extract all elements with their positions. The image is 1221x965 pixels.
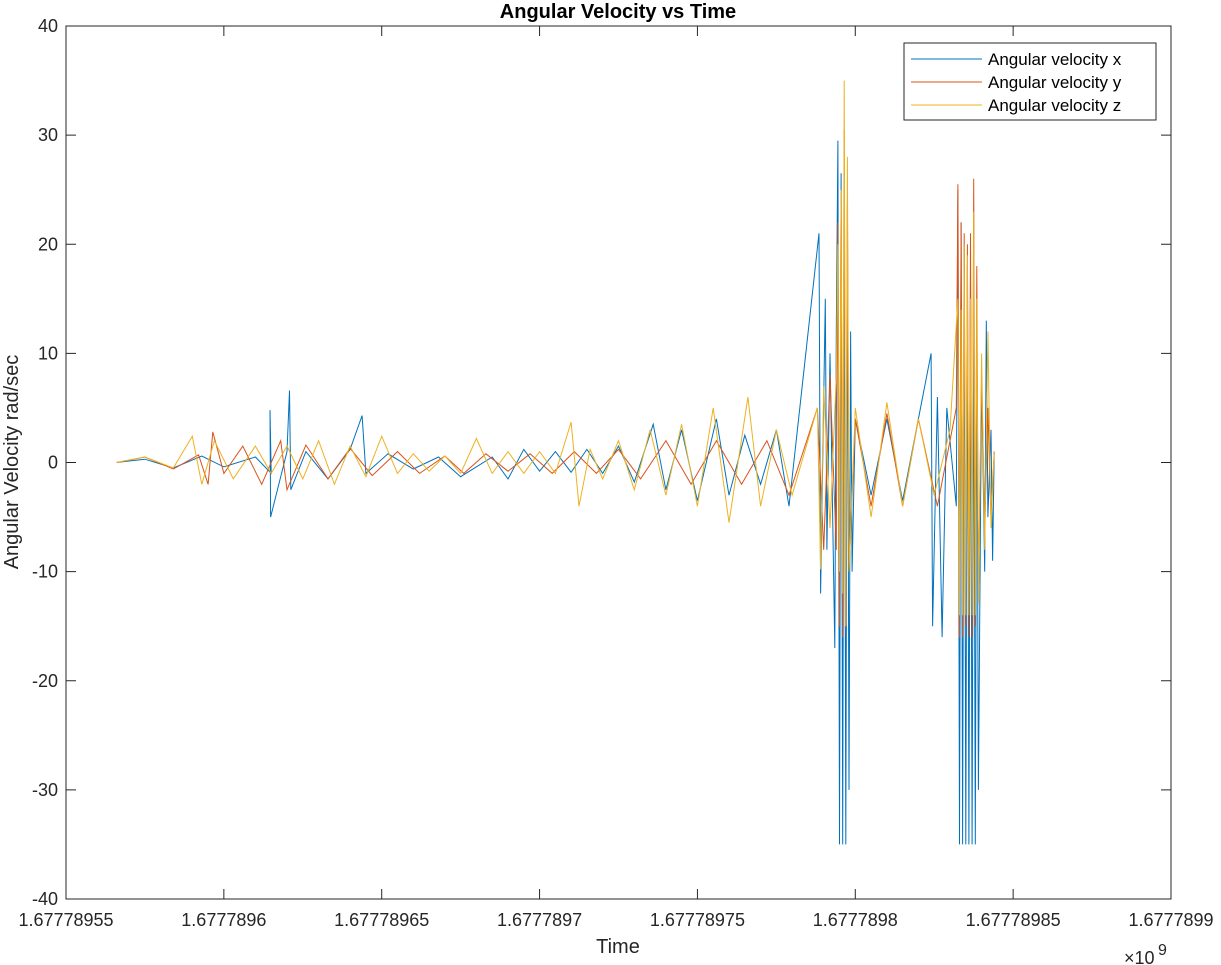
y-axis-ticks: 40 30 20 10 0 -10 -20 -30 -40 [32,16,1171,909]
x-exponent-power: 9 [1158,942,1167,959]
y-tick-label: -10 [32,562,58,582]
y-tick-label: 0 [48,453,58,473]
legend-label-2: Angular velocity y [988,73,1122,92]
legend-label-3: Angular velocity z [988,96,1121,115]
legend-label-1: Angular velocity x [988,50,1122,69]
chart-title: Angular Velocity vs Time [500,1,736,23]
series-line-1 [116,140,995,845]
y-tick-label: 10 [38,343,58,363]
x-tick-label: 1.6777898 [813,910,898,930]
y-tick-label: -30 [32,780,58,800]
series-line-3 [116,80,995,627]
x-axis-label: Time [596,936,640,958]
y-axis-label: Angular Velocity rad/sec [1,355,23,570]
y-tick-label: -40 [32,889,58,909]
x-tick-label: 1.67778955 [18,910,113,930]
x-tick-label: 1.67778975 [650,910,745,930]
x-tick-label: 1.6777897 [497,910,582,930]
y-tick-label: 40 [38,16,58,36]
y-tick-label: 20 [38,234,58,254]
x-exponent-label: ×10 9 [1124,942,1167,965]
x-tick-label: 1.6777896 [181,910,266,930]
x-tick-label: 1.67778985 [966,910,1061,930]
legend[interactable]: Angular velocity x Angular velocity y Angu… [903,42,1157,121]
y-tick-label: 30 [38,125,58,145]
y-tick-label: -20 [32,671,58,691]
x-tick-label: 1.67778965 [334,910,429,930]
x-tick-label: 1.6777899 [1128,910,1213,930]
x-axis-ticks: 1.67778955 1.6777896 1.67778965 1.6777897 1.… [18,26,1214,930]
x-exponent-base: ×10 [1124,948,1155,965]
